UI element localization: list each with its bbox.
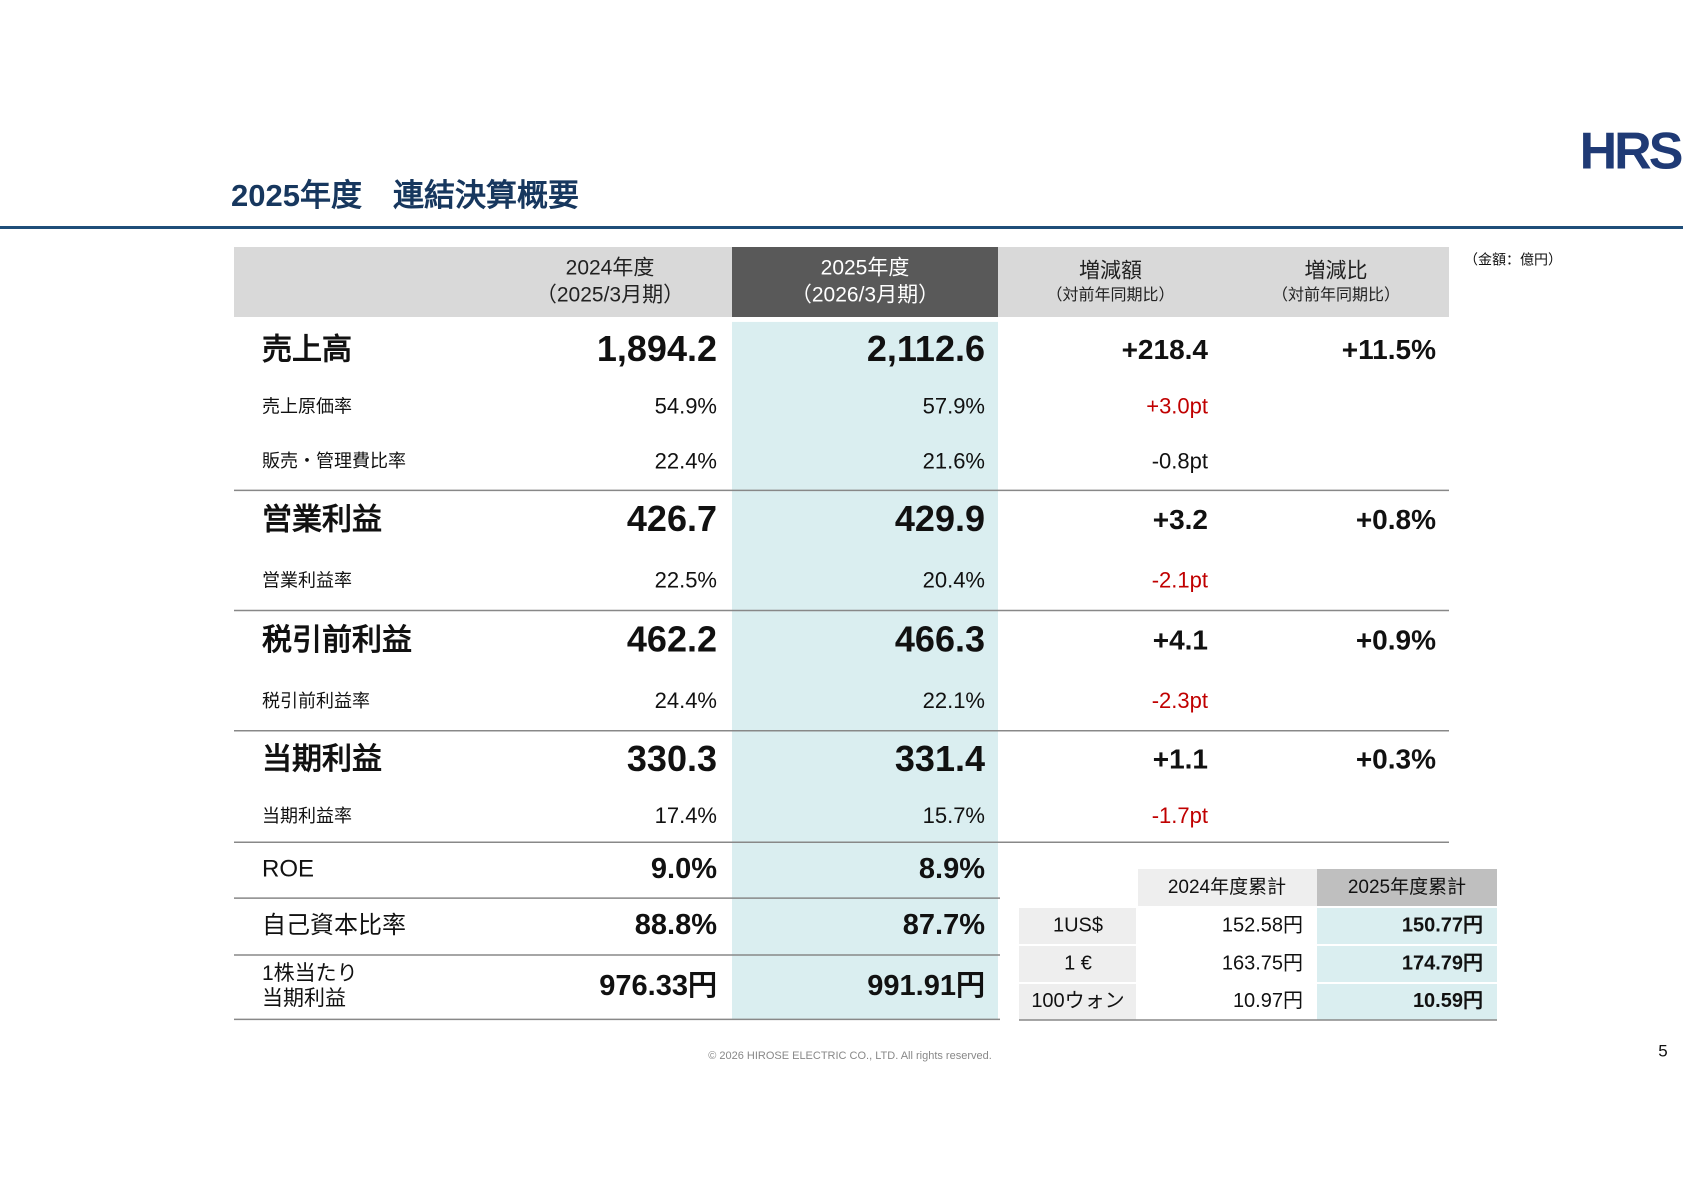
fx-header-label: 2025年度累計 [1348,876,1466,898]
row-label: 売上高 [262,333,352,366]
fy2025-value: 87.7% [903,909,985,941]
row-label: 税引前利益 [262,624,412,657]
fy2025-value: 15.7% [923,803,985,828]
diff-value: -1.7pt [1152,803,1208,828]
fy2025-value: 429.9 [895,498,985,539]
fy2024-value: 88.8% [635,909,717,941]
row-label: 当期利益 [262,743,382,776]
fx-rate-2025: 10.59円 [1413,990,1483,1012]
header-sublabel: （2025/3月期） [536,284,684,307]
row-label: 自己資本比率 [262,912,406,939]
header-sublabel: （対前年同期比） [1272,286,1400,304]
header-label: 増減額 [1079,260,1142,283]
row-label: ROE [262,856,314,883]
row-label: 営業利益率 [262,570,352,590]
header-label: 2025年度 [821,257,910,280]
fy2024-value: 426.7 [627,498,717,539]
ratio-value: +0.9% [1356,625,1436,656]
fy2024-value: 462.2 [627,619,717,660]
fx-first-col [1019,907,1137,1020]
fy2024-value: 22.5% [655,567,717,592]
fx-rate-2024: 163.75円 [1222,952,1303,974]
diff-value: -2.3pt [1152,688,1208,713]
header-label: 増減比 [1305,260,1368,283]
header-sublabel: （対前年同期比） [1046,286,1174,304]
logo: HRS [1580,123,1682,181]
header-sublabel: （2026/3月期） [791,284,939,307]
fx-header-bg [1137,869,1317,907]
title-rule [0,226,1683,229]
diff-value: +3.2 [1153,504,1208,535]
footer: © 2026 HIROSE ELECTRIC CO., LTD. All rig… [708,1050,992,1062]
row-label: 営業利益 [262,503,382,536]
row-label: 当期利益 [262,987,346,1010]
diff-value: +1.1 [1153,744,1208,775]
highlight-column [732,321,998,1020]
fy2024-value: 1,894.2 [597,328,717,369]
fx-currency: 1US$ [1053,914,1103,936]
fy2025-value: 20.4% [923,567,985,592]
diff-value: +218.4 [1122,334,1209,365]
header-label: 2024年度 [566,257,655,280]
row-label: 販売・管理費比率 [262,451,406,471]
fy2024-value: 330.3 [627,738,717,779]
diff-value: -2.1pt [1152,567,1208,592]
fx-rate-2025: 174.79円 [1402,952,1483,974]
row-label: 売上原価率 [262,396,352,416]
diff-value: +4.1 [1153,625,1208,656]
unit-note: （金額：億円） [1464,252,1562,268]
header-highlight [732,247,998,317]
fy2024-value: 54.9% [655,394,717,419]
fy2025-value: 991.91円 [867,970,985,1002]
fy2025-value: 57.9% [923,394,985,419]
fy2024-value: 976.33円 [599,970,717,1002]
title: 2025年度 連結決算概要 [231,178,579,213]
fx-rate-2024: 10.97円 [1233,990,1303,1012]
ratio-value: +11.5% [1342,334,1436,365]
row-label: 当期利益率 [262,806,352,826]
fy2024-value: 24.4% [655,688,717,713]
fx-header-bg [1317,869,1497,907]
fx-rate-2025: 150.77円 [1402,914,1483,936]
fx-currency: 100ウォン [1031,990,1124,1012]
fx-header-label: 2024年度累計 [1168,876,1286,898]
fx-rate-2024: 152.58円 [1222,914,1303,936]
diff-value: -0.8pt [1152,448,1208,473]
row-label: 1株当たり [262,962,358,985]
fy2025-value: 22.1% [923,688,985,713]
fy2025-value: 2,112.6 [867,328,985,369]
fy2024-value: 9.0% [651,853,717,885]
fy2024-value: 17.4% [655,803,717,828]
fx-highlight-col [1317,907,1497,1020]
fy2025-value: 466.3 [895,619,985,660]
fy2025-value: 8.9% [919,853,985,885]
fy2025-value: 331.4 [895,738,985,779]
row-label: 税引前利益率 [262,691,370,711]
diff-value: +3.0pt [1146,394,1208,419]
fy2024-value: 22.4% [655,448,717,473]
fy2025-value: 21.6% [923,448,985,473]
page-number: 5 [1658,1041,1667,1060]
ratio-value: +0.8% [1356,504,1436,535]
fx-currency: 1 € [1064,952,1092,974]
ratio-value: +0.3% [1356,744,1436,775]
